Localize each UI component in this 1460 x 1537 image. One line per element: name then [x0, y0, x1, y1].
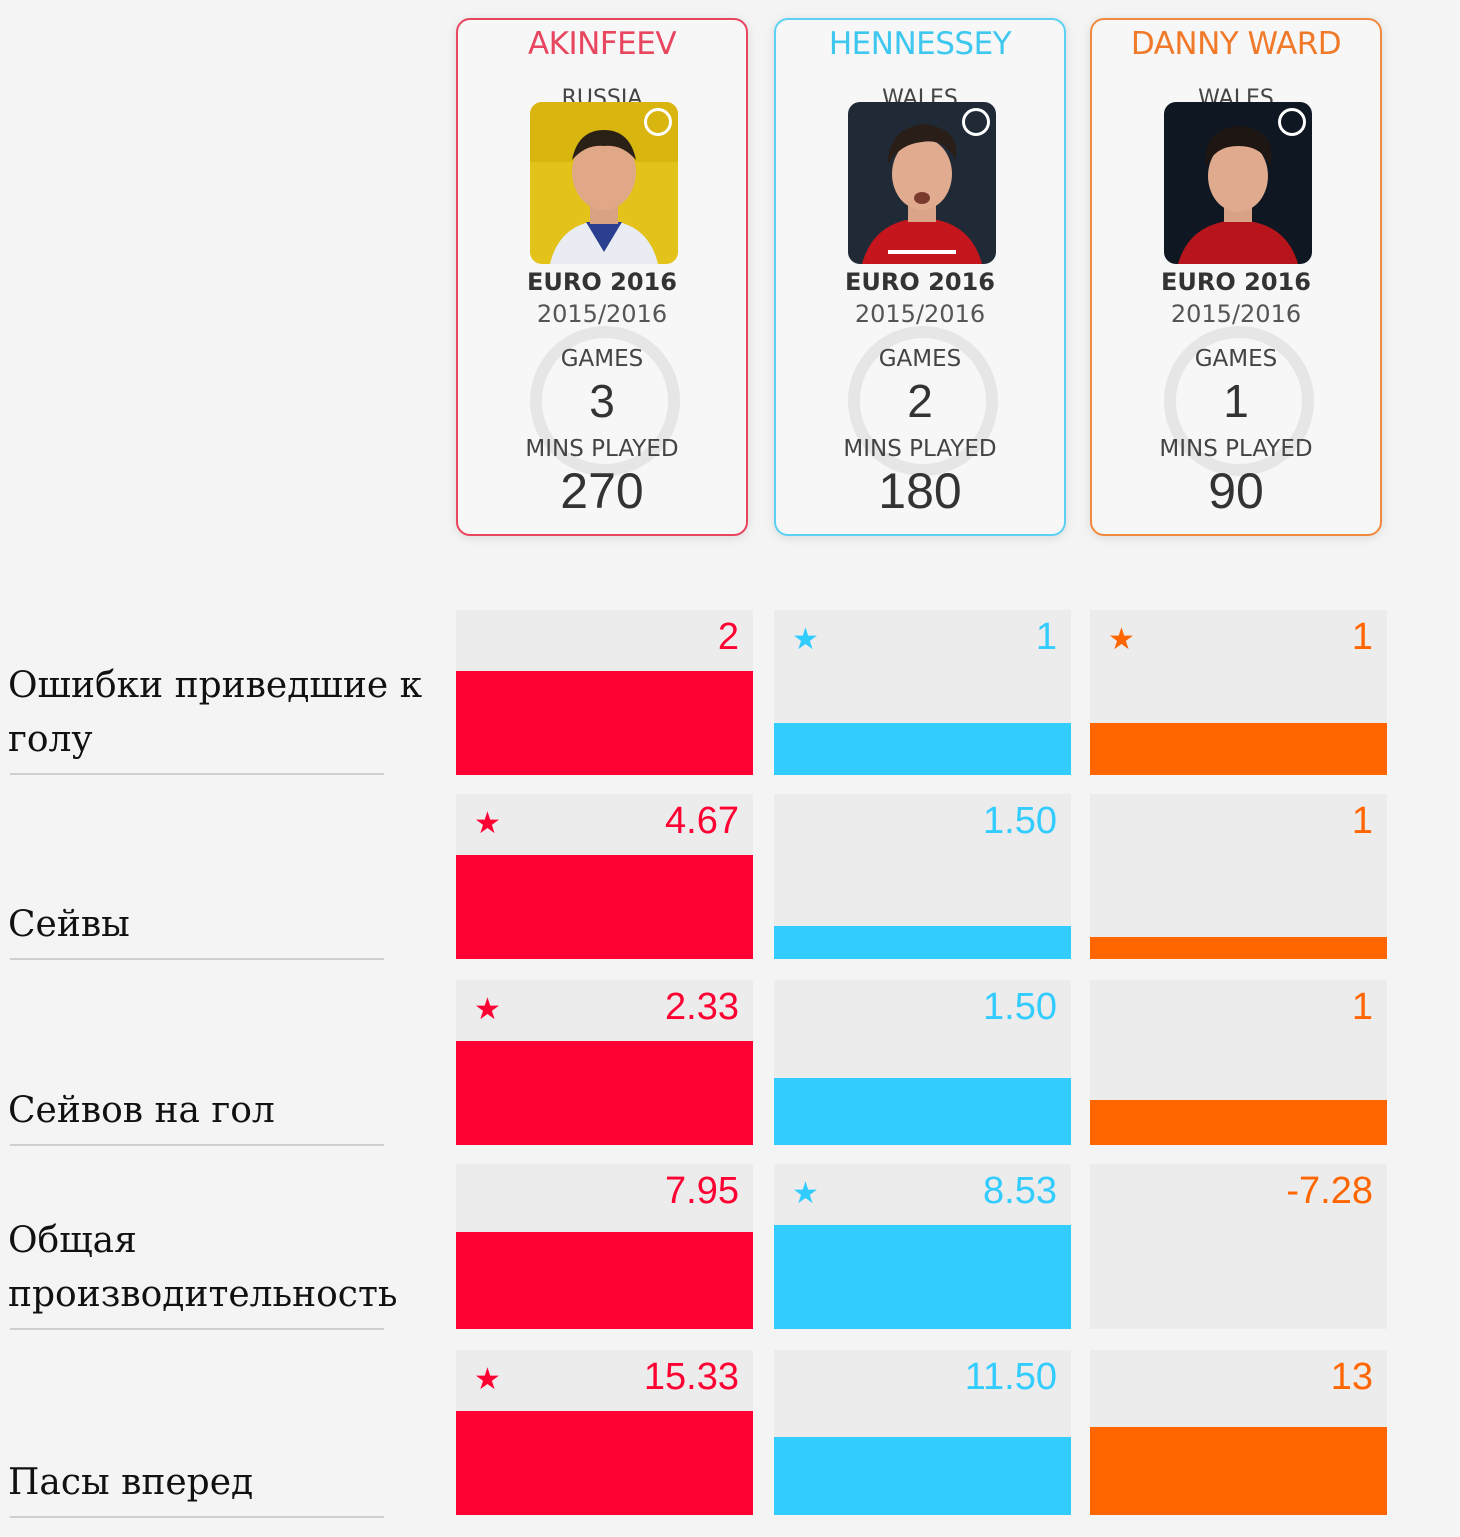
- mins-value: 270: [560, 463, 644, 519]
- mins-value: 90: [1208, 463, 1264, 519]
- metric-cell-hennessey: 8.53 ★: [774, 1164, 1071, 1329]
- metric-value: 15.33: [643, 1356, 739, 1398]
- star-icon: ★: [474, 993, 501, 1026]
- metric-cell-ward: 1 ★: [1090, 610, 1387, 775]
- metric-cell-hennessey: 11.50: [774, 1350, 1071, 1515]
- season: 2015/2016: [854, 300, 986, 328]
- metric-bar: [1090, 723, 1387, 775]
- competition: EURO 2016: [527, 268, 677, 296]
- metric-label-text: Ошибки приведшие к голу: [8, 665, 423, 760]
- metric-cell-akinfeev: 7.95: [456, 1164, 753, 1329]
- club-badge-icon: [1278, 108, 1306, 136]
- metric-cell-ward: 1: [1090, 794, 1387, 959]
- metric-label-text: Общая производительность: [8, 1220, 398, 1315]
- player-photo: [848, 102, 996, 264]
- metric-cell-akinfeev: 2: [456, 610, 753, 775]
- metric-bar: [1090, 1427, 1387, 1515]
- metric-bar: [456, 1232, 753, 1329]
- metric-value: 2.33: [665, 986, 739, 1028]
- metric-cell-ward: 1: [1090, 980, 1387, 1145]
- metric-bar: [456, 1411, 753, 1515]
- player-photo: [1164, 102, 1312, 264]
- metric-value: 11.50: [964, 1356, 1057, 1398]
- player-card-hennessey[interactable]: HENNESSEY WALES EURO 2016 2015/2016 GAME…: [774, 18, 1066, 536]
- metric-bar: [1090, 1100, 1387, 1145]
- star-icon: ★: [792, 623, 819, 656]
- star-icon: ★: [792, 1177, 819, 1210]
- player-name: DANNY WARD: [1130, 26, 1342, 62]
- metric-bar: [774, 723, 1071, 775]
- metric-bar: [456, 1041, 753, 1145]
- mins-value: 180: [878, 463, 962, 519]
- club-badge-icon: [962, 108, 990, 136]
- metric-cell-ward: -7.28: [1090, 1164, 1387, 1329]
- games-label: GAMES: [878, 346, 962, 372]
- games-label: GAMES: [560, 346, 644, 372]
- metric-cell-akinfeev: 2.33 ★: [456, 980, 753, 1145]
- metric-label: Ошибки приведшие к голу: [0, 650, 430, 775]
- metric-cell-hennessey: 1 ★: [774, 610, 1071, 775]
- player-photo: [530, 102, 678, 264]
- player-card-ward[interactable]: DANNY WARD WALES EURO 2016 2015/2016 GAM…: [1090, 18, 1382, 536]
- metric-label: Сейвы: [0, 880, 430, 960]
- metric-bar: [774, 926, 1071, 959]
- metric-bar: [1090, 937, 1387, 959]
- metric-value: 1.50: [983, 800, 1057, 842]
- metric-value: -7.28: [1286, 1170, 1373, 1212]
- metric-bar: [456, 855, 753, 959]
- metric-value: 4.67: [665, 800, 739, 842]
- season: 2015/2016: [536, 300, 668, 328]
- metric-cell-ward: 13: [1090, 1350, 1387, 1515]
- metric-divider: [10, 773, 384, 775]
- metric-value: 1: [1035, 616, 1057, 658]
- star-icon: ★: [474, 807, 501, 840]
- mins-label: MINS PLAYED: [525, 436, 679, 462]
- mins-label: MINS PLAYED: [843, 436, 997, 462]
- games-value: 2: [907, 375, 933, 427]
- metric-bar: [774, 1225, 1071, 1329]
- metric-label: Общая производительность: [0, 1220, 430, 1330]
- metric-cell-akinfeev: 4.67 ★: [456, 794, 753, 959]
- metric-divider: [10, 958, 384, 960]
- metric-label: Сейвов на гол: [0, 1080, 430, 1146]
- metric-value: 1: [1351, 616, 1373, 658]
- competition: EURO 2016: [1161, 268, 1311, 296]
- metric-label-text: Пасы вперед: [8, 1462, 254, 1503]
- player-name: AKINFEEV: [527, 26, 677, 62]
- season: 2015/2016: [1170, 300, 1302, 328]
- competition: EURO 2016: [845, 268, 995, 296]
- metric-value: 1: [1351, 800, 1373, 842]
- games-label: GAMES: [1194, 346, 1278, 372]
- star-icon: ★: [1108, 623, 1135, 656]
- mins-label: MINS PLAYED: [1159, 436, 1313, 462]
- metric-label: Пасы вперед: [0, 1448, 430, 1518]
- metric-bar: [774, 1437, 1071, 1515]
- metric-cell-akinfeev: 15.33 ★: [456, 1350, 753, 1515]
- metric-value: 7.95: [665, 1170, 739, 1212]
- metric-value: 1: [1351, 986, 1373, 1028]
- metric-divider: [10, 1328, 384, 1330]
- club-badge-icon: [644, 108, 672, 136]
- games-value: 3: [589, 375, 615, 427]
- player-name: HENNESSEY: [828, 26, 1012, 62]
- metric-divider: [10, 1144, 384, 1146]
- star-icon: ★: [474, 1363, 501, 1396]
- metric-divider: [10, 1516, 384, 1518]
- metric-value: 13: [1330, 1356, 1373, 1398]
- metric-cell-hennessey: 1.50: [774, 794, 1071, 959]
- metric-value: 2: [717, 616, 739, 658]
- player-card-akinfeev[interactable]: AKINFEEV RUSSIA EURO 2016 2015/2016 GAME…: [456, 18, 748, 536]
- metric-cell-hennessey: 1.50: [774, 980, 1071, 1145]
- metric-value: 8.53: [983, 1170, 1057, 1212]
- games-value: 1: [1223, 375, 1249, 427]
- metric-bar: [456, 671, 753, 775]
- metric-bar: [774, 1078, 1071, 1145]
- metric-value: 1.50: [983, 986, 1057, 1028]
- metric-label-text: Сейвов на гол: [8, 1090, 275, 1131]
- metric-label-text: Сейвы: [8, 904, 130, 945]
